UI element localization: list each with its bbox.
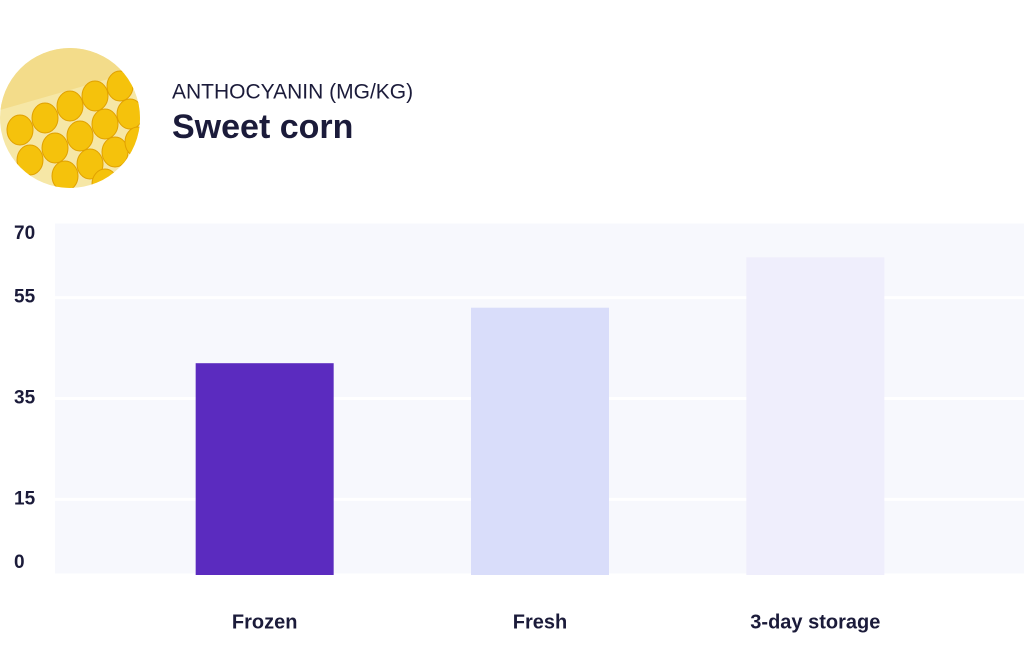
y-tick-label: 70 [14, 223, 35, 244]
corn-icon [0, 48, 140, 188]
x-tick-label: 3-day storage [750, 611, 880, 633]
y-tick-label: 35 [14, 388, 36, 409]
y-tick-label: 55 [14, 287, 36, 308]
x-tick-label: Frozen [232, 611, 298, 633]
chart-subtitle: ANTHOCYANIN (MG/KG) [172, 81, 413, 104]
chart-title: Sweet corn [172, 108, 353, 146]
y-tick-label: 0 [14, 552, 25, 573]
y-tick-label: 15 [14, 488, 36, 509]
x-tick-label: Fresh [513, 611, 567, 633]
bar [471, 307, 609, 575]
bar [195, 363, 334, 575]
bar [746, 257, 885, 575]
